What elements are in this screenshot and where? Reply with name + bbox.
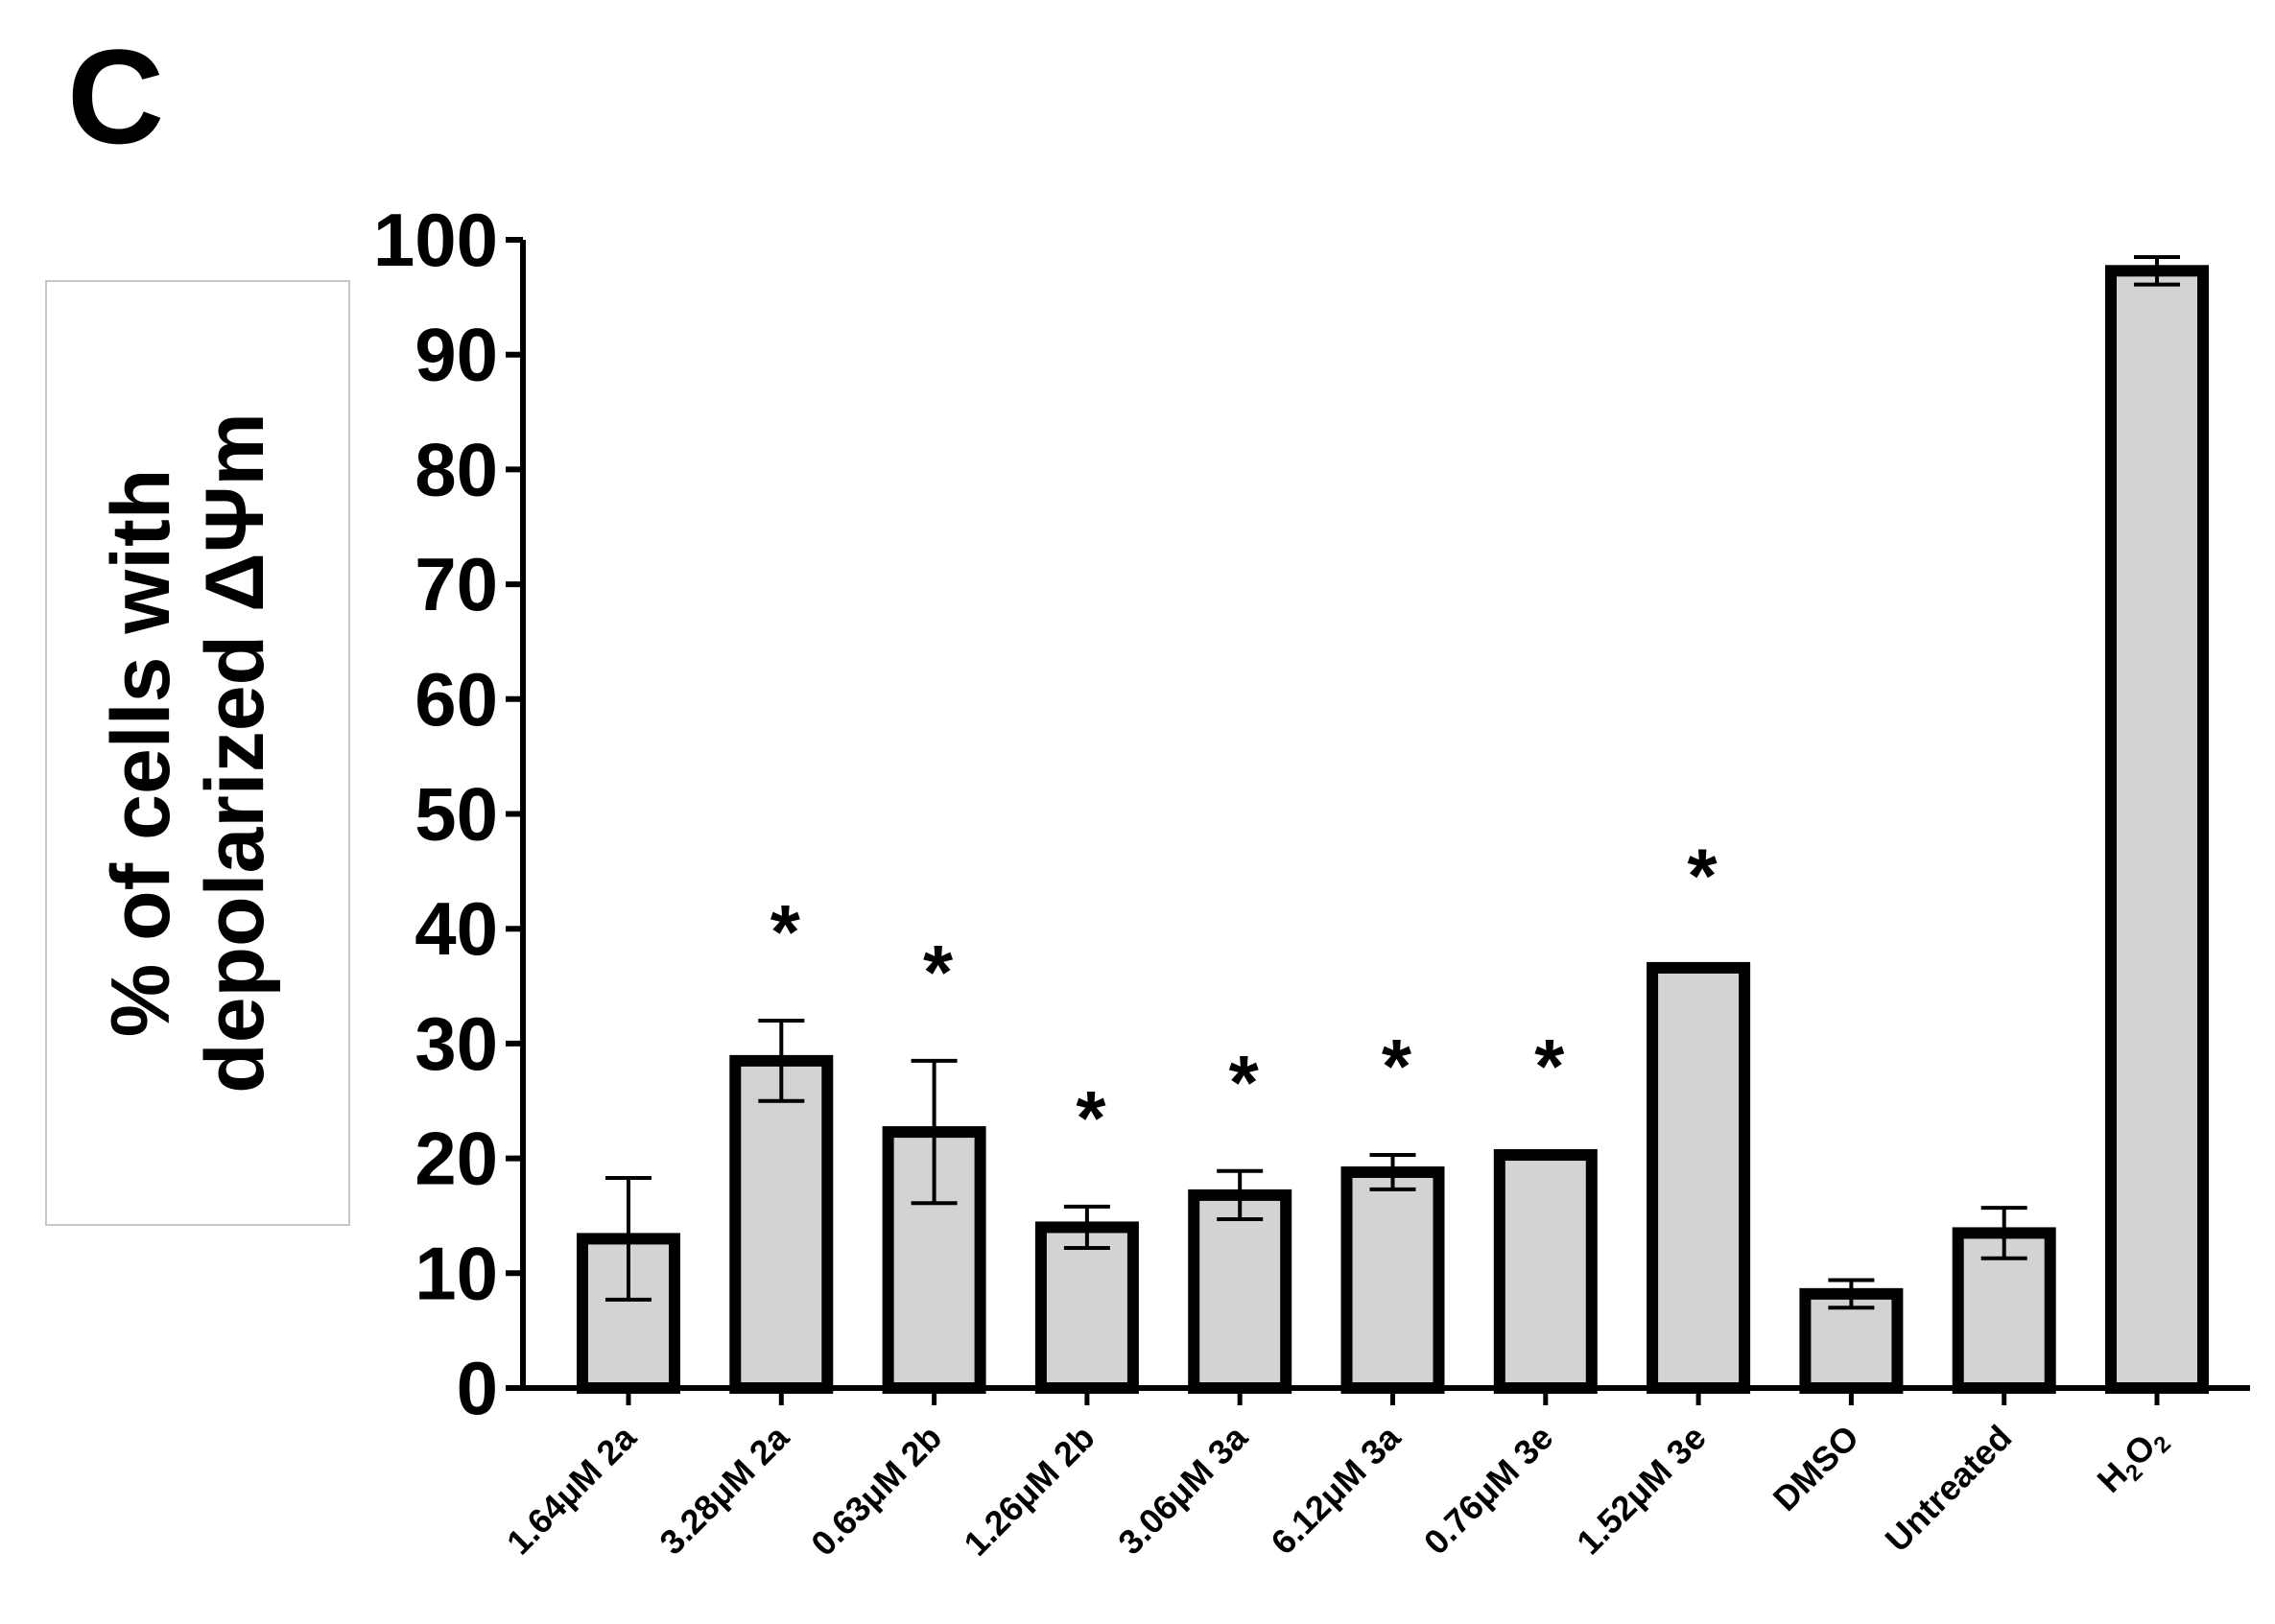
x-tick-label: DMSO xyxy=(1765,1418,1866,1518)
y-tick-label: 10 xyxy=(415,1231,498,1315)
significance-star: * xyxy=(1382,1024,1412,1109)
y-axis-ticks: 0 10 20 30 40 50 60 70 80 90 100 xyxy=(373,198,523,1430)
x-tick-label: 3.06μM 3a xyxy=(1110,1417,1255,1562)
x-axis-ticks: 1.64μM 2a 3.28μM 2a 0.63μM 2b 1.26μM 2b 3.06… xyxy=(499,1388,2176,1564)
y-tick-label: 20 xyxy=(415,1117,498,1201)
significance-star: * xyxy=(770,889,801,975)
x-tick-label: 6.12μM 3a xyxy=(1263,1417,1408,1562)
y-tick-label: 70 xyxy=(415,542,498,626)
significance-star: * xyxy=(1534,1024,1565,1109)
x-tick-label: 1.26μM 2b xyxy=(956,1418,1102,1564)
x-tick-label: 1.52μM 3e xyxy=(1569,1418,1714,1563)
ylabel-frame xyxy=(45,280,350,1226)
y-tick-label: 60 xyxy=(415,657,498,741)
y-tick-label: 100 xyxy=(373,198,498,282)
bar xyxy=(2105,265,2209,1395)
bars xyxy=(577,265,2209,1395)
y-tick-label: 0 xyxy=(457,1346,498,1430)
bar xyxy=(1493,1149,1598,1395)
x-tick-label: Untreated xyxy=(1878,1418,2020,1560)
bar xyxy=(1188,1189,1292,1395)
y-tick-label: 90 xyxy=(415,313,498,397)
y-axis-label-line-1: % of cells with xyxy=(95,469,187,1038)
x-tick-label: 0.76μM 3e xyxy=(1416,1418,1561,1563)
significance-star: * xyxy=(1229,1040,1260,1125)
x-tick-label: 1.64μM 2a xyxy=(499,1417,644,1562)
y-tick-label: 40 xyxy=(415,886,498,971)
bar xyxy=(1034,1221,1139,1395)
panel-letter: C xyxy=(67,21,165,172)
bar xyxy=(729,1054,834,1394)
bar xyxy=(1340,1165,1445,1394)
bar xyxy=(1647,961,1751,1394)
y-tick-label: 30 xyxy=(415,1001,498,1086)
x-tick-label: 0.63μM 2b xyxy=(803,1418,949,1564)
significance-star: * xyxy=(1076,1075,1106,1161)
error-bars xyxy=(605,254,2180,1310)
significance-star: * xyxy=(1688,833,1718,918)
y-axis-label: % of cells with depolarized ΔΨm xyxy=(95,412,281,1094)
x-tick-label: 3.28μM 2a xyxy=(652,1417,796,1562)
x-tick-label: H2O2 xyxy=(2090,1418,2176,1504)
significance-markers: * * * * * * * xyxy=(770,833,1718,1161)
y-tick-label: 80 xyxy=(415,427,498,511)
y-tick-label: 50 xyxy=(415,772,498,857)
y-axis-label-line-2: depolarized ΔΨm xyxy=(189,412,281,1094)
significance-star: * xyxy=(923,930,954,1015)
